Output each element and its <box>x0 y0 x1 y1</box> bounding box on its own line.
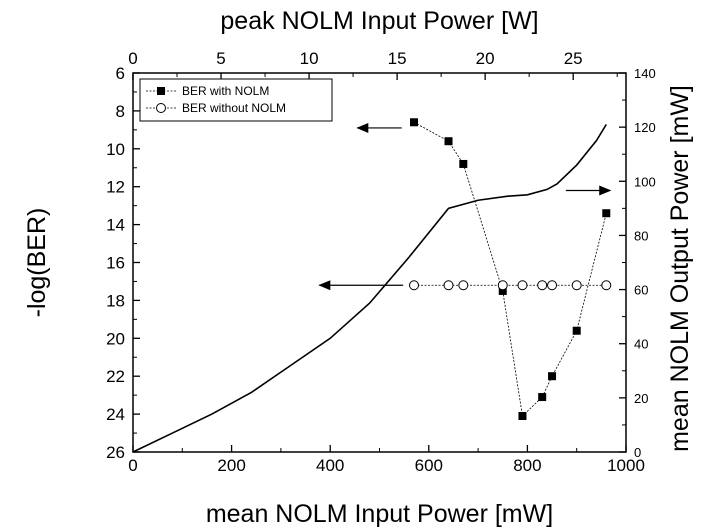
data-point-with-nolm <box>548 372 557 381</box>
y-right-tick-label: 0 <box>634 445 641 460</box>
x-top-tick-label: 0 <box>128 49 137 68</box>
y-left-tick-label: 14 <box>106 216 125 235</box>
y-right-axis-title: mean NOLM Output Power [mW] <box>666 85 694 452</box>
data-point-without-nolm <box>443 280 454 291</box>
data-point-without-nolm <box>601 280 612 291</box>
data-point-without-nolm <box>547 280 558 291</box>
series-line-2 <box>132 124 607 453</box>
data-point-without-nolm <box>458 280 469 291</box>
x-top-tick-label: 10 <box>300 49 319 68</box>
y-right-tick-label: 60 <box>634 283 648 298</box>
x-bottom-tick-label: 400 <box>316 456 344 475</box>
data-point-with-nolm <box>410 118 419 127</box>
y-right-tick-label: 20 <box>634 391 648 406</box>
data-point-with-nolm <box>572 326 581 335</box>
data-point-without-nolm <box>497 280 508 291</box>
x-top-tick-label: 25 <box>564 49 583 68</box>
x-top-tick-label: 20 <box>476 49 495 68</box>
y-left-tick-label: 18 <box>106 291 125 310</box>
y-left-tick-label: 8 <box>116 102 125 121</box>
x-bottom-tick-label: 800 <box>513 456 541 475</box>
plot-frame <box>132 72 627 453</box>
x-bottom-tick-label: 1000 <box>607 456 645 475</box>
y-left-tick-label: 6 <box>116 64 125 83</box>
y-right-tick-label: 140 <box>634 66 656 81</box>
y-left-tick-label: 16 <box>106 254 125 273</box>
legend-box <box>139 78 333 122</box>
y-left-tick-label: 26 <box>106 443 125 462</box>
y-left-tick-label: 20 <box>106 329 125 348</box>
y-left-tick-label: 22 <box>106 367 125 386</box>
legend-label: BER with NOLM <box>182 84 269 98</box>
data-point-with-nolm <box>498 286 507 295</box>
data-point-with-nolm <box>518 411 527 420</box>
y-left-tick-label: 24 <box>106 405 125 424</box>
data-point-with-nolm <box>602 209 611 218</box>
y-left-axis-title: -log(BER) <box>23 208 51 318</box>
data-point-without-nolm <box>537 280 548 291</box>
data-point-with-nolm <box>459 159 468 168</box>
legend-marker-square <box>157 87 165 95</box>
x-bottom-tick-label: 200 <box>217 456 245 475</box>
y-right-tick-label: 120 <box>634 120 656 135</box>
y-right-tick-label: 80 <box>634 228 648 243</box>
x-top-tick-label: 5 <box>216 49 225 68</box>
x-bottom-tick-label: 600 <box>415 456 443 475</box>
data-point-without-nolm <box>409 280 420 291</box>
y-right-tick-label: 100 <box>634 174 656 189</box>
data-point-without-nolm <box>571 280 582 291</box>
x-top-axis-title: peak NOLM Input Power [W] <box>220 7 538 35</box>
legend-marker-circle <box>156 103 166 113</box>
x-bottom-tick-label: 0 <box>128 456 137 475</box>
y-left-tick-label: 12 <box>106 178 125 197</box>
y-left-tick-label: 10 <box>106 140 125 159</box>
data-point-without-nolm <box>517 280 528 291</box>
data-point-with-nolm <box>444 137 453 146</box>
data-point-with-nolm <box>538 393 547 402</box>
y-right-tick-label: 40 <box>634 337 648 352</box>
legend-label: BER without NOLM <box>182 101 286 115</box>
series-line-0 <box>413 121 607 417</box>
x-bottom-axis-title: mean NOLM Input Power [mW] <box>206 500 553 528</box>
x-top-tick-label: 15 <box>388 49 407 68</box>
